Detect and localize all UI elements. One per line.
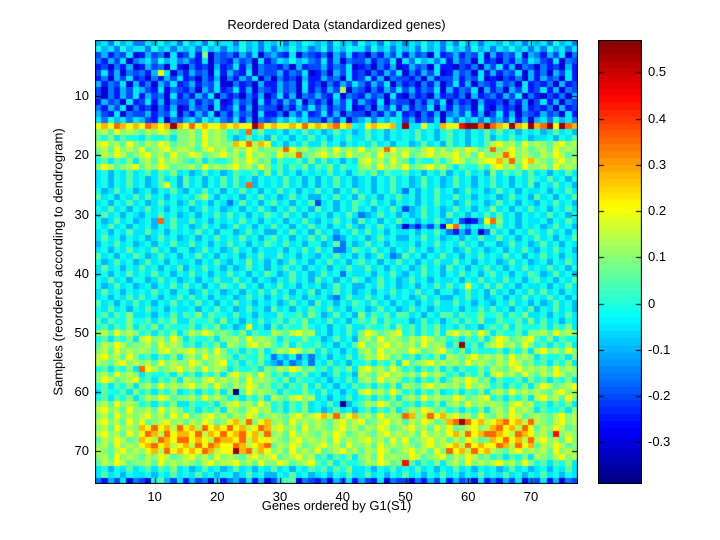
y-tick-label: 30 bbox=[74, 206, 89, 222]
x-tick-label: 40 bbox=[335, 489, 350, 504]
y-tick-label: 60 bbox=[74, 384, 89, 400]
colorbar-tick-label: 0.4 bbox=[648, 110, 667, 126]
x-axis-label: Genes ordered by G1(S1) bbox=[261, 498, 412, 513]
colorbar-tick-label: -0.3 bbox=[648, 434, 671, 450]
y-tick-label: 20 bbox=[74, 147, 89, 163]
y-axis-label: Samples (reordered according to dendrogr… bbox=[50, 128, 66, 396]
colorbar-tick-label: 0.2 bbox=[648, 203, 667, 219]
y-tick-label: 50 bbox=[74, 325, 89, 341]
colorbar-tick-label: 0.1 bbox=[648, 249, 667, 265]
x-tick-label: 10 bbox=[147, 489, 162, 504]
y-tick-label: 70 bbox=[74, 443, 89, 459]
chart-title: Reordered Data (standardized genes) bbox=[227, 17, 446, 32]
colorbar-tick-label: 0.5 bbox=[648, 64, 667, 80]
y-tick-label: 40 bbox=[74, 265, 89, 281]
colorbar-canvas bbox=[598, 40, 642, 484]
x-tick-label: 20 bbox=[210, 489, 225, 504]
colorbar-tick-label: -0.2 bbox=[648, 388, 671, 404]
colorbar-tick-label: 0 bbox=[648, 295, 656, 311]
x-tick-label: 30 bbox=[272, 489, 288, 504]
colorbar-tick-label: 0.3 bbox=[648, 156, 667, 172]
x-tick-label: 50 bbox=[398, 489, 413, 504]
y-tick-label: 10 bbox=[74, 88, 89, 104]
colorbar-tick-label: -0.1 bbox=[648, 341, 671, 357]
x-tick-label: 70 bbox=[523, 489, 539, 504]
x-tick-label: 60 bbox=[460, 489, 476, 504]
heatmap-canvas bbox=[95, 40, 578, 484]
